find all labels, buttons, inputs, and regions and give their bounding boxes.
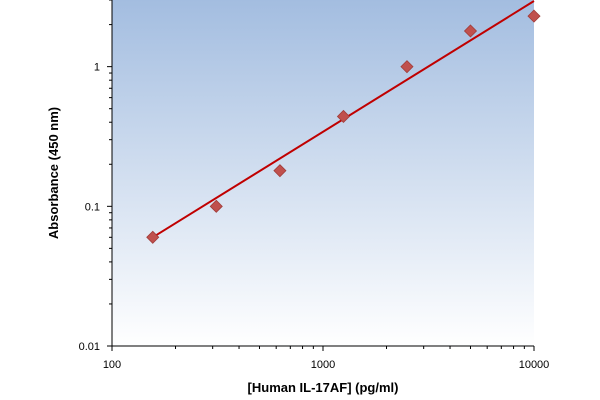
- plot-area: [112, 0, 534, 346]
- data-point-marker: [146, 230, 160, 244]
- x-tick-label: 1000: [311, 359, 335, 371]
- data-point-marker: [273, 164, 287, 178]
- y-tick-label: 0.1: [85, 201, 100, 213]
- data-point-marker: [336, 109, 351, 124]
- data-point-marker: [463, 24, 478, 38]
- x-tick-label: 10000: [519, 359, 550, 371]
- y-tick-label: 1: [94, 62, 100, 74]
- x-axis-label: [Human IL-17AF] (pg/ml): [248, 380, 399, 395]
- data-point-marker: [209, 199, 223, 213]
- y-axis-label: Absorbance (450 nm): [46, 107, 61, 239]
- y-tick-label: 0.01: [79, 341, 100, 353]
- data-point-marker: [400, 60, 414, 74]
- x-tick-label: 100: [103, 359, 121, 371]
- data-point-marker: [527, 9, 541, 23]
